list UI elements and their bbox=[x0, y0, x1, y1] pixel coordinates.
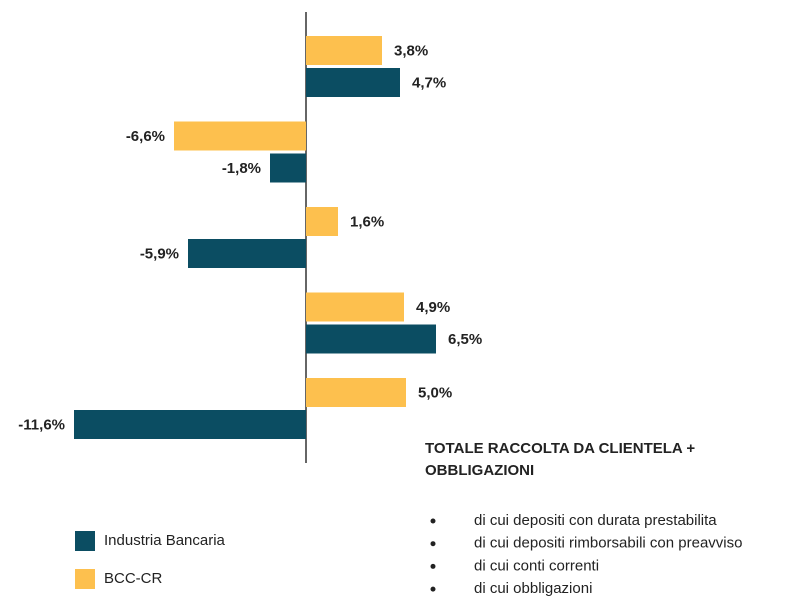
value-label: -11,6% bbox=[18, 416, 65, 433]
legend-label: Industria Bancaria bbox=[104, 532, 226, 549]
value-label: 5,0% bbox=[418, 384, 452, 401]
legend-swatch bbox=[75, 531, 95, 551]
bullet bbox=[430, 518, 436, 524]
category-label: di cui depositi con durata prestabilita bbox=[474, 512, 717, 529]
legend-swatch bbox=[75, 569, 95, 589]
bullet bbox=[430, 541, 436, 547]
bar bbox=[188, 239, 306, 268]
value-label: -1,8% bbox=[222, 160, 261, 177]
bar bbox=[306, 378, 406, 407]
bar bbox=[306, 36, 382, 65]
bullet bbox=[430, 563, 436, 569]
bar bbox=[306, 324, 436, 354]
value-label: -6,6% bbox=[126, 128, 165, 145]
category-label: di cui depositi rimborsabili con preavvi… bbox=[474, 535, 742, 552]
bar bbox=[74, 410, 306, 439]
bar bbox=[306, 292, 404, 322]
legend-label: BCC-CR bbox=[104, 570, 162, 587]
category-label: di cui conti correnti bbox=[474, 557, 599, 574]
category-label: di cui obbligazioni bbox=[474, 580, 592, 597]
value-label: 4,9% bbox=[416, 299, 450, 316]
bar bbox=[270, 153, 306, 183]
value-label: 3,8% bbox=[394, 42, 428, 59]
bar bbox=[306, 68, 400, 97]
value-label: 1,6% bbox=[350, 213, 384, 230]
bullet bbox=[430, 586, 436, 592]
value-label: 4,7% bbox=[412, 74, 446, 91]
category-heading: TOTALE RACCOLTA DA CLIENTELA + OBBLIGAZI… bbox=[425, 440, 696, 479]
value-label: 6,5% bbox=[448, 331, 482, 348]
bar bbox=[306, 207, 338, 236]
bar bbox=[174, 121, 306, 151]
value-label: -5,9% bbox=[140, 245, 179, 262]
